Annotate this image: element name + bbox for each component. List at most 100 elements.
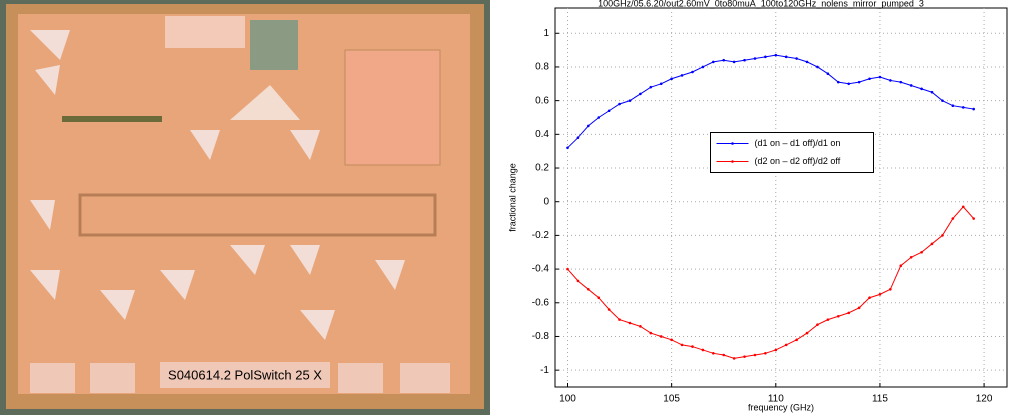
x-axis-label: frequency (GHz) xyxy=(748,402,814,412)
point xyxy=(784,55,788,59)
y-tick-label: -0.4 xyxy=(532,264,550,275)
point xyxy=(826,72,830,75)
legend-box xyxy=(710,132,874,173)
point xyxy=(639,325,642,328)
point xyxy=(961,205,965,209)
shape xyxy=(230,85,300,120)
point xyxy=(857,306,861,310)
point xyxy=(899,80,903,84)
point xyxy=(587,124,590,128)
point xyxy=(732,357,736,360)
legend-marker xyxy=(731,160,734,163)
point xyxy=(764,55,767,59)
legend-marker xyxy=(731,142,734,145)
point xyxy=(930,90,934,94)
point xyxy=(847,82,850,86)
y-tick-label: 0.2 xyxy=(535,163,549,174)
point xyxy=(857,80,861,84)
point xyxy=(972,217,975,220)
y-tick-label: 1 xyxy=(543,28,549,39)
point xyxy=(649,85,653,89)
point xyxy=(701,348,705,352)
point xyxy=(680,343,684,347)
point xyxy=(941,234,944,237)
point xyxy=(576,279,580,283)
point xyxy=(920,250,923,254)
pad xyxy=(165,16,245,48)
series-line xyxy=(567,206,975,359)
point xyxy=(899,264,903,268)
point xyxy=(972,107,975,111)
point xyxy=(712,352,715,355)
x-tick-label: 105 xyxy=(663,394,680,405)
point xyxy=(774,53,778,57)
plot-area xyxy=(554,7,1008,388)
y-tick-label: 0 xyxy=(543,196,549,207)
point xyxy=(941,99,944,102)
strip xyxy=(62,116,162,122)
chart-title: 100GHz/05.6.20/out2.60mV_0to80muA_100to1… xyxy=(598,0,924,8)
point xyxy=(961,106,965,109)
point xyxy=(753,57,757,60)
block xyxy=(344,49,441,166)
point xyxy=(607,109,611,113)
y-tick-label: -0.6 xyxy=(532,297,550,308)
point xyxy=(909,255,913,259)
point xyxy=(722,353,726,357)
x-tick-label: 100 xyxy=(559,394,576,405)
point xyxy=(847,311,850,315)
y-tick-label: 0.6 xyxy=(535,95,549,106)
x-tick-label: 110 xyxy=(768,394,784,405)
point xyxy=(909,84,913,87)
point xyxy=(732,60,736,64)
pad xyxy=(90,363,135,393)
point xyxy=(618,102,621,106)
point xyxy=(753,353,757,357)
point xyxy=(805,60,809,64)
chip-photo: S040614.2 PolSwitch 25 X xyxy=(0,0,490,415)
pad xyxy=(250,20,298,70)
point xyxy=(878,75,882,79)
point xyxy=(680,74,684,77)
point xyxy=(722,58,726,62)
point xyxy=(889,288,892,291)
point xyxy=(618,318,621,321)
point xyxy=(712,60,715,64)
point xyxy=(889,79,892,82)
series-line xyxy=(567,54,974,149)
x-tick-label: 120 xyxy=(976,394,993,405)
point xyxy=(951,217,955,220)
point xyxy=(816,65,819,69)
y-axis-label: fractional change xyxy=(507,163,517,232)
point xyxy=(743,58,746,62)
point xyxy=(826,318,830,321)
point xyxy=(868,77,871,81)
point xyxy=(816,323,819,326)
pad xyxy=(30,363,75,393)
point xyxy=(628,321,632,325)
point xyxy=(951,104,955,107)
point xyxy=(566,146,569,150)
point xyxy=(795,57,798,60)
point xyxy=(607,308,611,311)
point xyxy=(639,92,642,96)
y-tick-label: 0.4 xyxy=(535,129,549,140)
point xyxy=(597,296,601,300)
point xyxy=(836,314,840,318)
point xyxy=(805,331,809,335)
point xyxy=(920,87,923,91)
y-tick-label: -0.8 xyxy=(532,331,550,342)
pad xyxy=(400,363,450,393)
x-tick-label: 115 xyxy=(872,394,888,405)
point xyxy=(743,355,746,358)
point xyxy=(774,348,778,352)
point xyxy=(576,136,580,140)
point xyxy=(566,267,569,271)
y-tick-label: -0.2 xyxy=(532,230,550,241)
point xyxy=(836,80,840,84)
point xyxy=(691,70,694,74)
y-tick-label: -1 xyxy=(540,365,549,376)
point xyxy=(628,99,632,102)
point xyxy=(659,335,663,338)
